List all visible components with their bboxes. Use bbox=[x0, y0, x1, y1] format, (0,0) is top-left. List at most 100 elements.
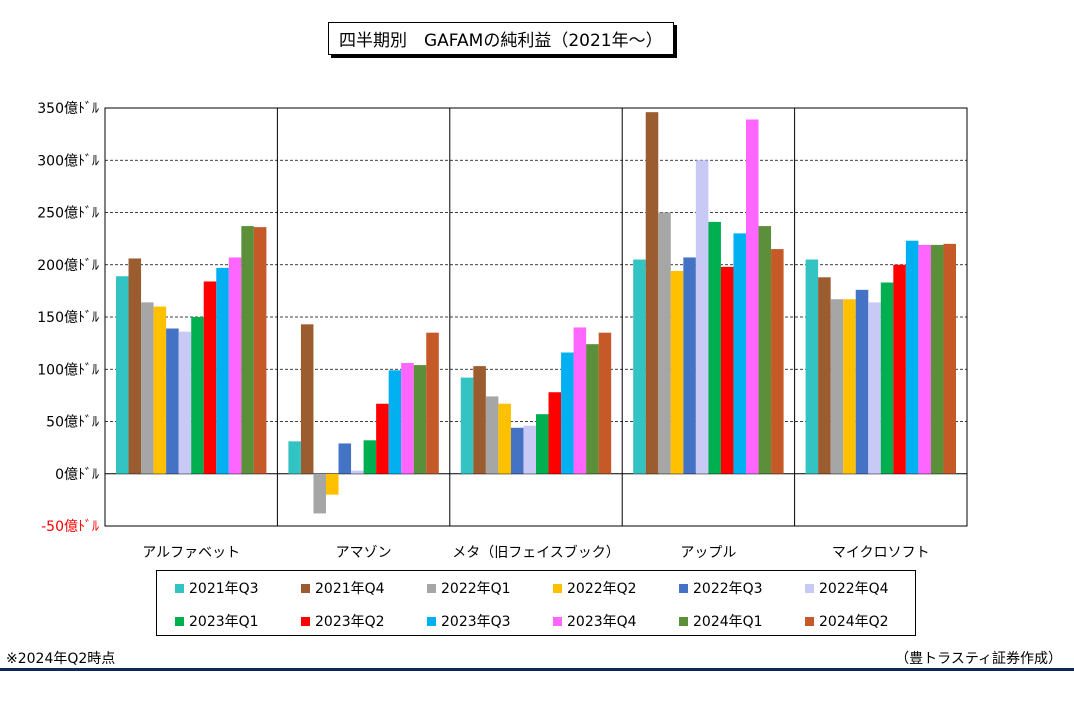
bar bbox=[473, 366, 486, 474]
bar bbox=[153, 306, 167, 474]
bar bbox=[203, 281, 217, 474]
bar bbox=[128, 258, 142, 474]
y-tick-label: 200億ﾄﾞﾙ bbox=[37, 258, 99, 274]
bar bbox=[300, 324, 314, 474]
bar bbox=[598, 332, 612, 474]
bar bbox=[363, 440, 377, 474]
bar bbox=[561, 352, 574, 474]
bar bbox=[510, 427, 524, 474]
source-credit: （豊トラスティ証券作成） bbox=[895, 651, 1062, 667]
bar bbox=[228, 257, 242, 474]
y-tick-label: 50億ﾄﾞﾙ bbox=[46, 415, 99, 431]
legend-swatch bbox=[679, 616, 688, 626]
legend-item: 2022年Q3 bbox=[679, 578, 763, 598]
y-tick-label: 300億ﾄﾞﾙ bbox=[37, 153, 99, 169]
legend-item: 2023年Q3 bbox=[427, 611, 511, 631]
bar bbox=[351, 470, 364, 474]
legend-label: 2022年Q1 bbox=[441, 581, 511, 597]
bar bbox=[191, 317, 204, 474]
bar bbox=[695, 160, 709, 474]
bar bbox=[746, 119, 759, 474]
legend-swatch bbox=[427, 616, 436, 626]
bar bbox=[388, 370, 402, 474]
bar bbox=[485, 396, 499, 474]
bar bbox=[758, 226, 772, 474]
bar bbox=[843, 299, 856, 474]
legend-item: 2024年Q2 bbox=[805, 611, 889, 631]
x-category-label: アマゾン bbox=[336, 545, 392, 561]
bar bbox=[720, 266, 734, 474]
legend-label: 2024年Q2 bbox=[819, 614, 889, 630]
y-tick-label: -50億ﾄﾞﾙ bbox=[41, 519, 99, 535]
legend-item: 2024年Q1 bbox=[679, 611, 763, 631]
bar bbox=[548, 392, 562, 474]
x-category-label: マイクロソフト bbox=[832, 545, 930, 561]
bar bbox=[326, 473, 339, 495]
bar bbox=[116, 276, 129, 474]
bar bbox=[253, 227, 267, 474]
legend-label: 2022年Q3 bbox=[693, 581, 763, 597]
legend-label: 2022年Q2 bbox=[567, 581, 637, 597]
bar bbox=[733, 233, 746, 474]
bar bbox=[830, 299, 844, 474]
legend-swatch bbox=[175, 583, 184, 593]
bar bbox=[771, 249, 784, 474]
bar bbox=[313, 473, 326, 514]
bar bbox=[426, 332, 439, 474]
legend-item: 2023年Q4 bbox=[553, 611, 637, 631]
bar bbox=[523, 425, 536, 474]
legend-label: 2021年Q4 bbox=[315, 581, 385, 597]
legend-item: 2022年Q1 bbox=[427, 578, 511, 598]
footnote: ※2024年Q2時点 bbox=[6, 651, 116, 667]
chart-legend: 2021年Q3 2021年Q4 2022年Q1 2022年Q2 2022年Q3 2022年… bbox=[156, 570, 916, 636]
bar bbox=[338, 443, 352, 474]
bar bbox=[805, 259, 819, 474]
legend-item: 2021年Q4 bbox=[301, 578, 385, 598]
bar bbox=[683, 257, 696, 474]
legend-swatch bbox=[679, 583, 688, 593]
bar bbox=[708, 221, 721, 474]
bar bbox=[905, 240, 919, 474]
legend-item: 2022年Q4 bbox=[805, 578, 889, 598]
legend-swatch bbox=[301, 583, 310, 593]
bar bbox=[376, 403, 389, 474]
x-category-label: アルファベット bbox=[142, 545, 240, 561]
bar bbox=[460, 377, 474, 474]
bottom-divider bbox=[0, 668, 1074, 671]
legend-swatch bbox=[301, 616, 310, 626]
bar bbox=[855, 289, 869, 474]
bar bbox=[216, 267, 229, 474]
x-category-label: アップル bbox=[680, 545, 736, 561]
legend-label: 2023年Q4 bbox=[567, 614, 637, 630]
bar bbox=[178, 331, 192, 474]
bar bbox=[633, 259, 646, 474]
bar bbox=[670, 271, 684, 474]
legend-label: 2023年Q3 bbox=[441, 614, 511, 630]
y-tick-label: 100億ﾄﾞﾙ bbox=[37, 362, 99, 378]
legend-item: 2021年Q3 bbox=[175, 578, 259, 598]
x-category-label: メタ（旧フェイスブック） bbox=[452, 544, 620, 561]
bar bbox=[918, 244, 931, 474]
plot-frame bbox=[104, 107, 968, 527]
legend-swatch bbox=[553, 583, 562, 593]
bar bbox=[880, 282, 894, 474]
y-tick-label: 250億ﾄﾞﾙ bbox=[37, 206, 99, 222]
legend-item: 2023年Q2 bbox=[301, 611, 385, 631]
legend-label: 2022年Q4 bbox=[819, 581, 889, 597]
legend-item: 2023年Q1 bbox=[175, 611, 259, 631]
bar bbox=[943, 243, 956, 474]
legend-label: 2024年Q1 bbox=[693, 614, 763, 630]
chart-title: 四半期別 GAFAMの純利益（2021年～） bbox=[328, 22, 674, 55]
bar bbox=[930, 244, 944, 474]
bar bbox=[573, 327, 587, 474]
y-tick-label: 0億ﾄﾞﾙ bbox=[55, 467, 99, 483]
legend-swatch bbox=[553, 616, 562, 626]
bar bbox=[241, 226, 254, 474]
bar bbox=[818, 277, 831, 474]
bar bbox=[413, 365, 427, 474]
legend-swatch bbox=[805, 616, 814, 626]
bar bbox=[401, 362, 414, 474]
bar bbox=[288, 441, 301, 474]
legend-swatch bbox=[805, 583, 814, 593]
legend-label: 2023年Q1 bbox=[189, 614, 259, 630]
